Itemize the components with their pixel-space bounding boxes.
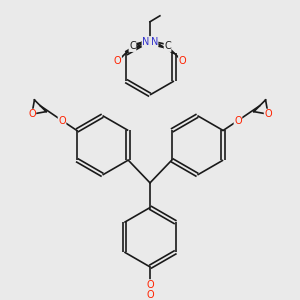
Text: C: C	[129, 41, 136, 52]
Text: O: O	[178, 56, 186, 66]
Text: O: O	[114, 56, 122, 66]
Text: O: O	[146, 290, 154, 300]
Text: O: O	[234, 116, 242, 126]
Text: O: O	[58, 116, 66, 126]
Text: O: O	[28, 109, 36, 119]
Text: O: O	[146, 280, 154, 290]
Text: C: C	[164, 41, 171, 52]
Text: O: O	[264, 109, 272, 119]
Text: N: N	[142, 37, 149, 46]
Text: N: N	[151, 37, 158, 46]
